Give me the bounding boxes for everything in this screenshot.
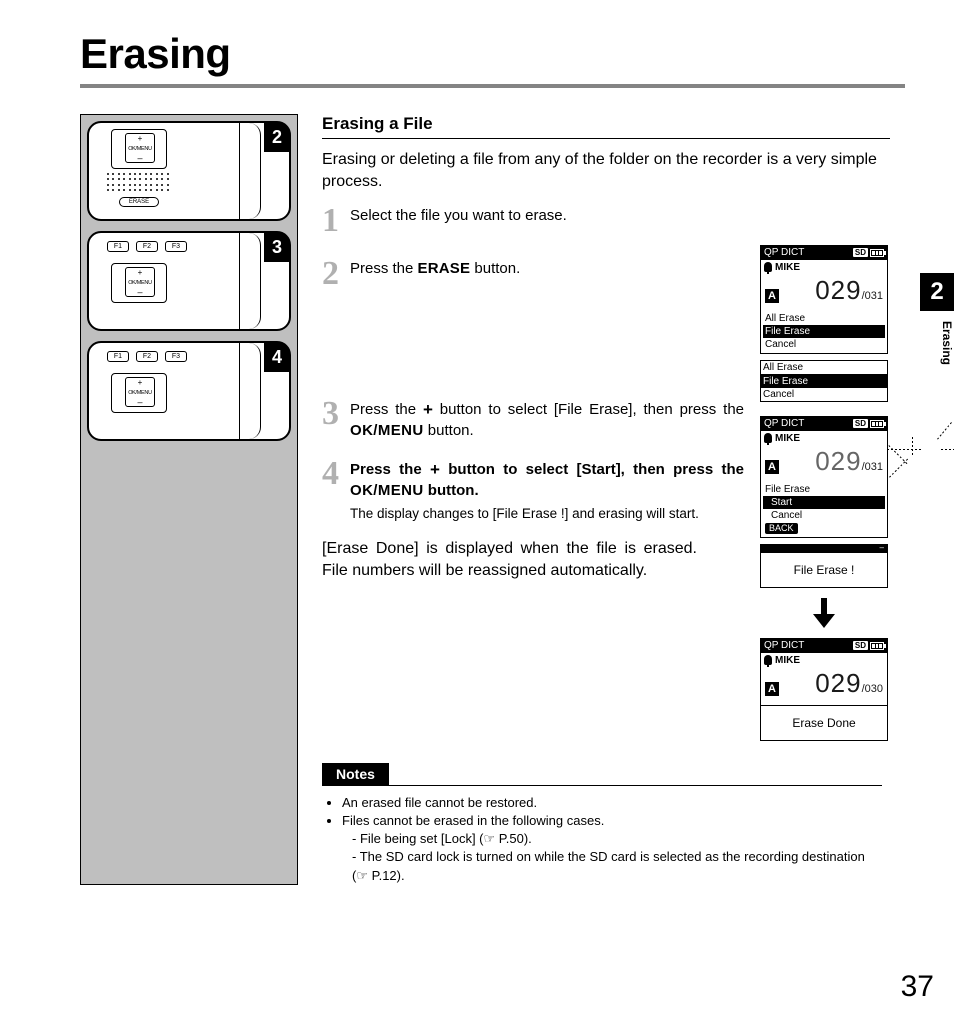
lcd-screen-done: QP DICT SD MIKE A 029/030 Erase Done — [760, 638, 888, 741]
f2-key: F2 — [136, 241, 158, 252]
step-4-text: Press the + button to select [Start], th… — [350, 459, 744, 522]
note-item: Files cannot be erased in the following … — [342, 812, 882, 885]
okmenu-label: OK/MENU — [126, 147, 154, 153]
chapter-label: Erasing — [920, 321, 954, 365]
step-number: 4 — [322, 459, 340, 490]
panel-tag: 3 — [264, 232, 290, 262]
note-subitem: The SD card lock is turned on while the … — [352, 848, 882, 884]
device-diagram-column: 2 + OK/MENU – document.write(Array.from(… — [80, 114, 298, 885]
note-subitem: File being set [Lock] (☞ P.50). — [352, 830, 882, 848]
step-number: 1 — [322, 206, 340, 237]
step-number: 3 — [322, 399, 340, 430]
panel-tag: 2 — [264, 122, 290, 152]
notes-heading: Notes — [322, 763, 389, 785]
note-item: An erased file cannot be restored. — [342, 794, 882, 812]
f1-key: F1 — [107, 241, 129, 252]
page-title: Erasing — [80, 30, 890, 78]
chapter-number: 2 — [920, 273, 954, 311]
mic-icon — [764, 262, 772, 272]
lcd-screens: QP DICT SD MIKE A 029/031 All Erase File… — [758, 245, 890, 741]
device-panel-4: 4 F1 F2 F3 + OK/MENU – — [87, 341, 291, 441]
panel-tag: 4 — [264, 342, 290, 372]
side-tab: 2 Erasing — [914, 273, 954, 365]
step-2-text: Press the ERASE button. — [350, 259, 744, 279]
plus-icon: + — [126, 135, 154, 143]
lcd-screen-1: QP DICT SD MIKE A 029/031 All Erase File… — [760, 245, 888, 354]
main-content: Erasing a File Erasing or deleting a fil… — [322, 114, 890, 885]
step-number: 2 — [322, 259, 340, 290]
outcome-text: [Erase Done] is displayed when the file … — [322, 538, 697, 581]
intro-text: Erasing or deleting a file from any of t… — [322, 149, 890, 192]
f3-key: F3 — [165, 241, 187, 252]
folder-icon: A — [765, 289, 779, 303]
device-panel-2: 2 + OK/MENU – document.write(Array.from(… — [87, 121, 291, 221]
minus-icon: – — [126, 156, 154, 161]
step-3-text: Press the + button to select [File Erase… — [350, 399, 744, 441]
battery-icon — [870, 249, 884, 257]
subtitle: Erasing a File — [322, 114, 890, 139]
lcd-screen-3: QP DICT SD MIKE A 029/031 — [760, 416, 888, 538]
notes-section: Notes An erased file cannot be restored.… — [322, 763, 882, 885]
step-1-text: Select the file you want to erase. — [350, 206, 890, 226]
page-number: 37 — [901, 970, 934, 1004]
device-panel-3: 3 F1 F2 F3 + OK/MENU – — [87, 231, 291, 331]
horizontal-rule — [80, 84, 905, 88]
lcd-menu-snippet: All Erase File Erase Cancel — [760, 360, 888, 402]
lcd-erasing: – File Erase ! — [760, 544, 888, 588]
erase-button-diagram: ERASE — [119, 197, 159, 207]
arrow-down-icon — [813, 594, 835, 632]
